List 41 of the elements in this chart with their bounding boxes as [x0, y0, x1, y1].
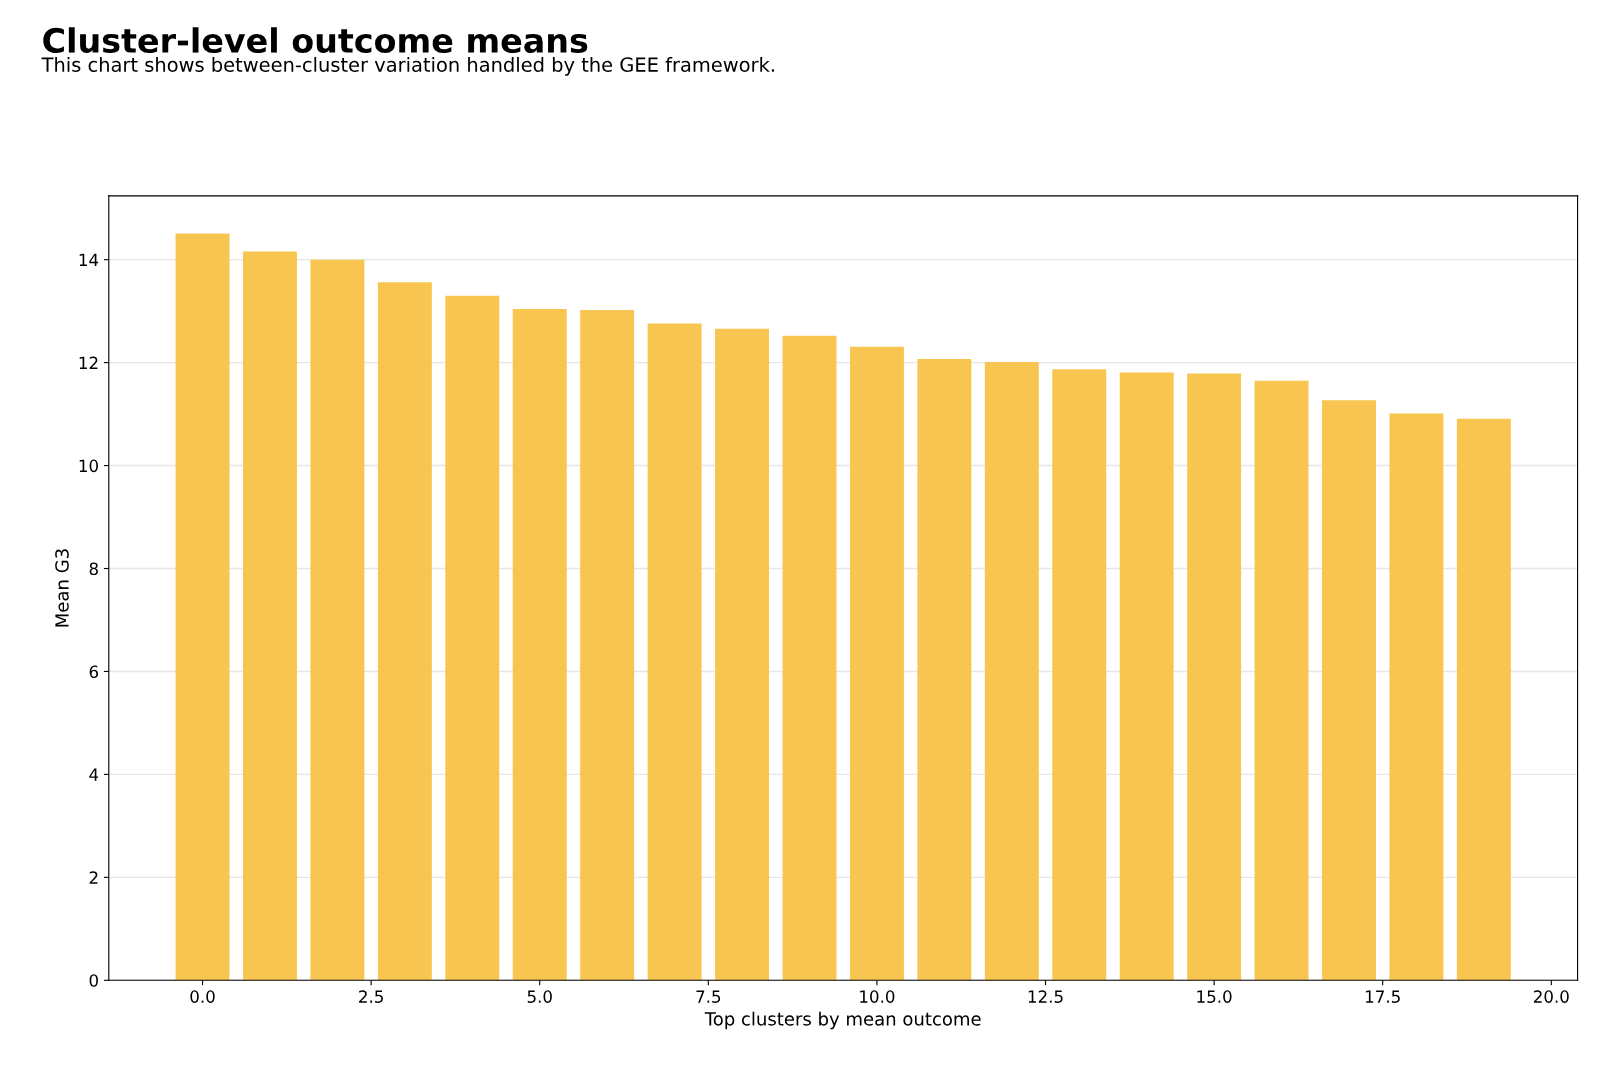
y-tick-label: 4: [89, 768, 99, 781]
bar: [1187, 373, 1242, 981]
x-tick-label: 5.0: [527, 990, 552, 1003]
y-tick-label: 14: [79, 253, 99, 266]
bar: [715, 328, 770, 981]
bar: [917, 359, 972, 981]
bar: [175, 233, 230, 981]
bar: [1389, 413, 1444, 981]
bar: [647, 323, 702, 981]
x-tick-label: 7.5: [696, 990, 721, 1003]
bar: [1052, 369, 1107, 981]
bar: [310, 259, 365, 981]
bar: [782, 335, 837, 981]
bar: [580, 310, 635, 981]
x-axis-title: Top clusters by mean outcome: [704, 1011, 981, 1030]
bar: [243, 251, 297, 981]
bar: [377, 282, 432, 981]
y-tick-label: 12: [79, 356, 98, 369]
y-tick-label: 6: [89, 665, 99, 679]
bar: [849, 346, 904, 981]
x-tick-label: 0.0: [190, 990, 215, 1003]
bar: [445, 295, 500, 981]
x-tick-label: 2.5: [359, 990, 383, 1003]
y-axis-title: Mean G3: [55, 549, 69, 627]
y-tick-label: 0: [89, 974, 98, 987]
bar: [1254, 380, 1309, 981]
bar: [1456, 418, 1511, 981]
x-tick-label: 12.5: [1028, 990, 1063, 1003]
chart-subtitle: This chart shows between-cluster variation handled by the GEE framework.: [41, 56, 774, 76]
x-tick-label: 15.0: [1197, 990, 1232, 1003]
bar: [1322, 400, 1376, 981]
x-tick-label: 20.0: [1533, 990, 1569, 1003]
chart-title: Cluster-level outcome means: [43, 27, 588, 54]
x-tick-label: 10.0: [860, 990, 895, 1003]
bar: [512, 309, 567, 981]
y-tick-label: 8: [89, 562, 98, 576]
y-tick-label: 2: [89, 871, 98, 884]
bar: [1119, 372, 1174, 981]
bar: [984, 362, 1039, 981]
x-tick-label: 17.5: [1365, 990, 1400, 1003]
y-tick-label: 10: [79, 459, 98, 473]
